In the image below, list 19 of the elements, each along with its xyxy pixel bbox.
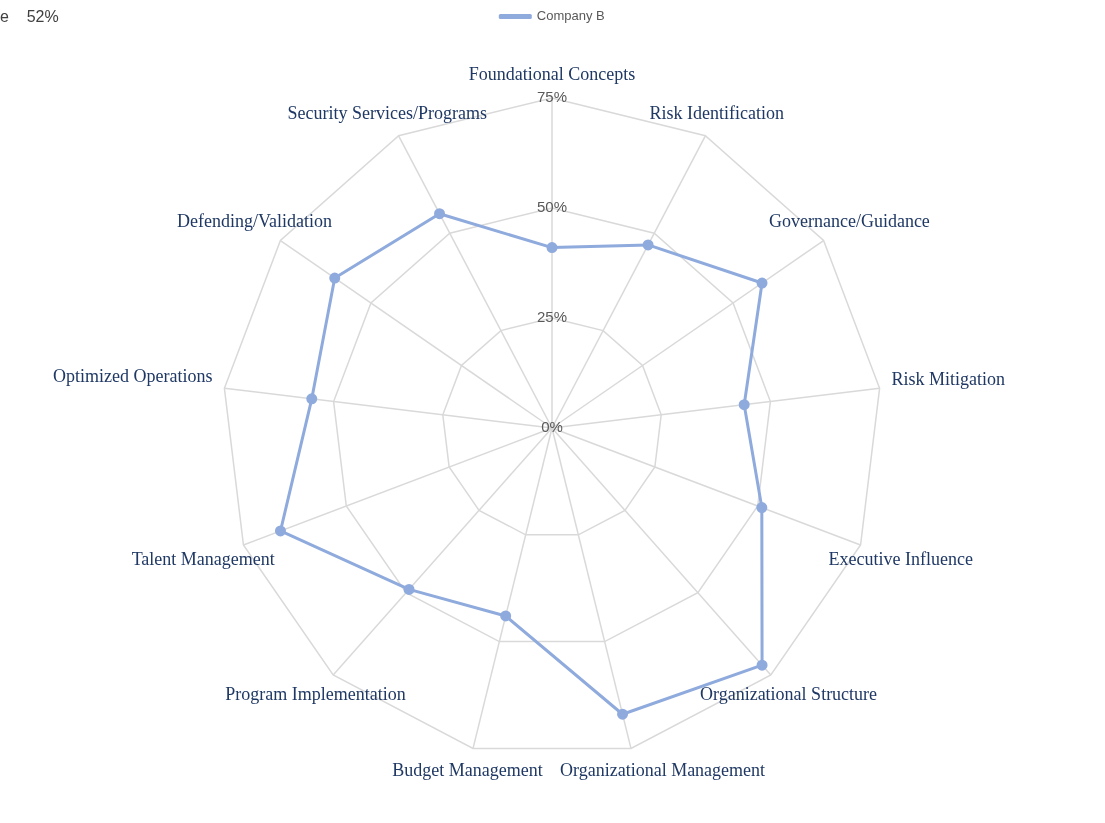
y-tick-label: 0% [541,418,563,436]
spoke-label: Foundational Concepts [468,63,636,84]
spoke-label: Budget Management [392,759,543,780]
y-tick-label: 25% [536,308,568,326]
y-tick-label: 75% [536,88,568,106]
spoke-label: Governance/Guidance [768,211,930,232]
spoke-label: Program Implementation [225,683,406,704]
spoke-label: Organizational Management [560,759,766,780]
spoke-label: Executive Influence [828,549,973,570]
spoke-label: Organizational Structure [699,683,878,704]
spoke-label: Optimized Operations [53,365,213,386]
spoke-label: Defending/Validation [177,211,333,232]
spoke-label: Talent Management [131,549,275,570]
y-tick-label: 50% [536,198,568,216]
spoke-label: Security Services/Programs [287,102,488,123]
spoke-label: Risk Identification [649,102,784,123]
text: e 52% [0,8,59,26]
spoke-label: Risk Mitigation [891,368,1006,389]
legend-label: Company B [536,8,605,24]
